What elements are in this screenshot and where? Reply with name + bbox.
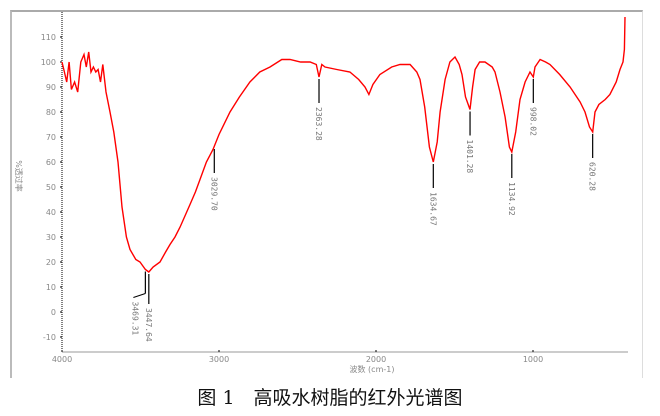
- y-tick-label: 10: [46, 283, 56, 292]
- y-axis-label: %透过率: [14, 160, 24, 192]
- x-tick-label: 3000: [209, 355, 229, 364]
- y-tick-label: 90: [46, 83, 56, 92]
- y-tick-label: 60: [46, 158, 56, 167]
- peak-label: 998.02: [528, 107, 537, 136]
- y-tick-label: 110: [41, 33, 56, 42]
- y-tick-label: 50: [46, 183, 56, 192]
- figure-caption: 图 1 高吸水树脂的红外光谱图: [197, 387, 463, 409]
- x-tick-label: 1000: [523, 355, 543, 364]
- y-tick-label: 80: [46, 108, 56, 117]
- peak-label: 1634.67: [428, 192, 437, 226]
- y-tick-label: 100: [41, 58, 56, 67]
- peak-label: 620.28: [588, 162, 597, 191]
- peak-marker-leader: [133, 293, 146, 298]
- y-tick-label: 30: [46, 233, 56, 242]
- peak-label: 1401.28: [465, 140, 474, 174]
- x-tick-label: 4000: [52, 355, 72, 364]
- peak-label: 3029.70: [209, 177, 218, 211]
- peak-label: 3447.64: [144, 308, 153, 342]
- y-tick-label: 40: [46, 208, 56, 217]
- chart-frame: [10, 10, 643, 378]
- y-tick-label: 0: [51, 308, 56, 317]
- peak-label: 1134.92: [507, 182, 516, 216]
- y-tick-label: 70: [46, 133, 56, 142]
- peak-label: 2363.28: [314, 107, 323, 141]
- y-tick-label: -10: [43, 333, 56, 342]
- y-tick-label: 20: [46, 258, 56, 267]
- x-tick-label: 2000: [366, 355, 386, 364]
- x-axis-label: 波数 (cm-1): [350, 364, 395, 374]
- spectrum-line: [61, 16, 626, 273]
- peak-label: 3469.31: [130, 302, 139, 336]
